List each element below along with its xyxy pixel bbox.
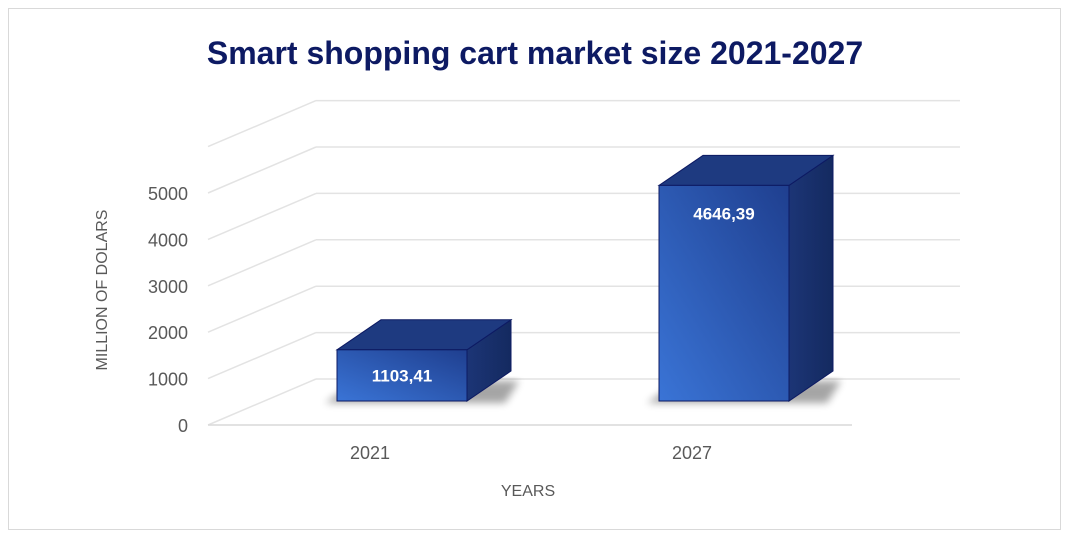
y-axis-ticks: 0 1000 2000 3000 4000 5000 xyxy=(148,184,188,436)
bar-side xyxy=(788,154,834,402)
chart-frame xyxy=(8,8,1061,530)
chart-title: Smart shopping cart market size 2021-202… xyxy=(207,35,863,71)
y-tick-label: 4000 xyxy=(148,230,188,250)
gridline-side xyxy=(207,285,317,333)
x-axis-label: YEARS xyxy=(501,483,555,500)
y-tick-label: 0 xyxy=(178,416,188,436)
y-axis-label: MILLION OF DOLARS xyxy=(94,210,111,371)
gridline-side xyxy=(207,378,317,426)
x-axis-ticks: 2021 2027 xyxy=(350,443,712,463)
x-tick-label: 2027 xyxy=(672,443,712,463)
bar-value-label: 4646,39 xyxy=(693,204,754,223)
y-tick-label: 5000 xyxy=(148,184,188,204)
gridline-side xyxy=(207,331,317,380)
gridline-side xyxy=(207,239,317,287)
gridline-side xyxy=(207,146,317,194)
gridline-side xyxy=(207,192,317,241)
y-tick-label: 2000 xyxy=(148,323,188,343)
bar xyxy=(658,184,790,402)
bars: 1103,41 4646,39 xyxy=(325,154,841,403)
bar-value-label: 1103,41 xyxy=(372,366,433,385)
y-tick-label: 3000 xyxy=(148,277,188,297)
y-tick-label: 1000 xyxy=(148,370,188,390)
gridlines xyxy=(207,99,960,426)
x-tick-label: 2021 xyxy=(350,443,390,463)
bar xyxy=(336,349,468,402)
gridline-side xyxy=(207,99,317,148)
